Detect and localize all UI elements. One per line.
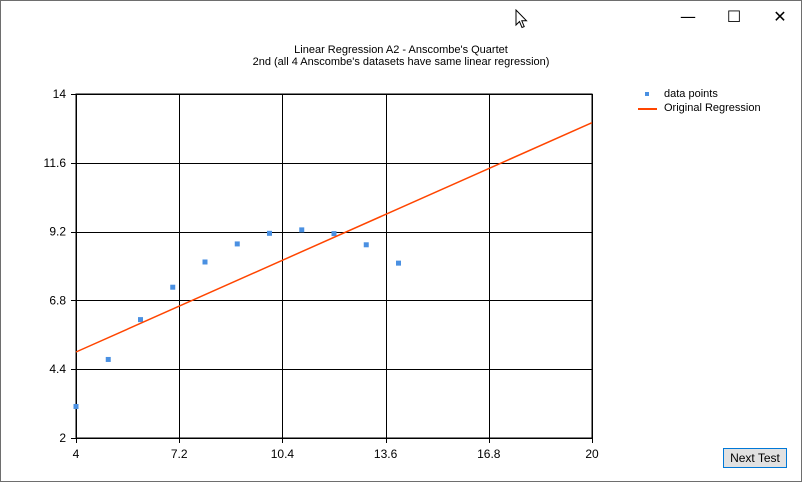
chart-subtitle: 2nd (all 4 Anscombe's datasets have same… [252,56,550,68]
y-tick-label: 14 [53,87,67,101]
legend-label: Original Regression [664,102,761,114]
minimize-button[interactable]: — [665,1,711,31]
y-tick-label: 6.8 [49,293,66,307]
regression-line [75,121,593,353]
legend-marker-icon [645,92,649,96]
grid [71,93,593,443]
y-tick-label: 9.2 [49,225,66,239]
y-tick-label: 11.6 [44,156,67,170]
data-point [73,403,79,409]
chart-title: Linear Regression A2 - Anscombe's Quarte… [294,44,508,56]
maximize-icon: ☐ [726,6,742,26]
y-axis-ticks: 2 4.4 6.8 9.2 11.6 14 [44,87,67,445]
data-point [138,317,143,323]
y-tick-label: 2 [59,431,66,445]
mouse-cursor-icon [515,9,528,29]
x-tick-label: 20 [585,447,599,461]
data-point [105,356,111,362]
close-icon: ✕ [773,6,787,26]
maximize-button[interactable]: ☐ [711,1,757,31]
data-point [396,260,401,266]
x-tick-label: 16.8 [477,447,501,461]
data-point [234,241,240,247]
x-tick-label: 10.4 [271,447,295,461]
next-test-button[interactable]: Next Test [723,448,787,468]
legend-line-icon [638,108,657,110]
data-point [202,259,208,265]
data-point [331,231,337,237]
plot-frame [75,93,593,439]
y-tick-label: 4.4 [49,362,66,376]
data-point [299,227,305,233]
data-point [267,230,272,236]
x-tick-label: 13.6 [374,447,398,461]
series [73,121,593,409]
close-button[interactable]: ✕ [757,1,802,31]
minimize-icon: — [680,6,696,26]
x-tick-label: 7.2 [171,447,188,461]
data-point [170,284,176,290]
data-point [363,242,369,248]
legend-label: data points [664,88,718,100]
x-axis-ticks: 4 7.2 10.4 13.6 16.8 20 [73,447,599,461]
x-tick-label: 4 [73,447,80,461]
